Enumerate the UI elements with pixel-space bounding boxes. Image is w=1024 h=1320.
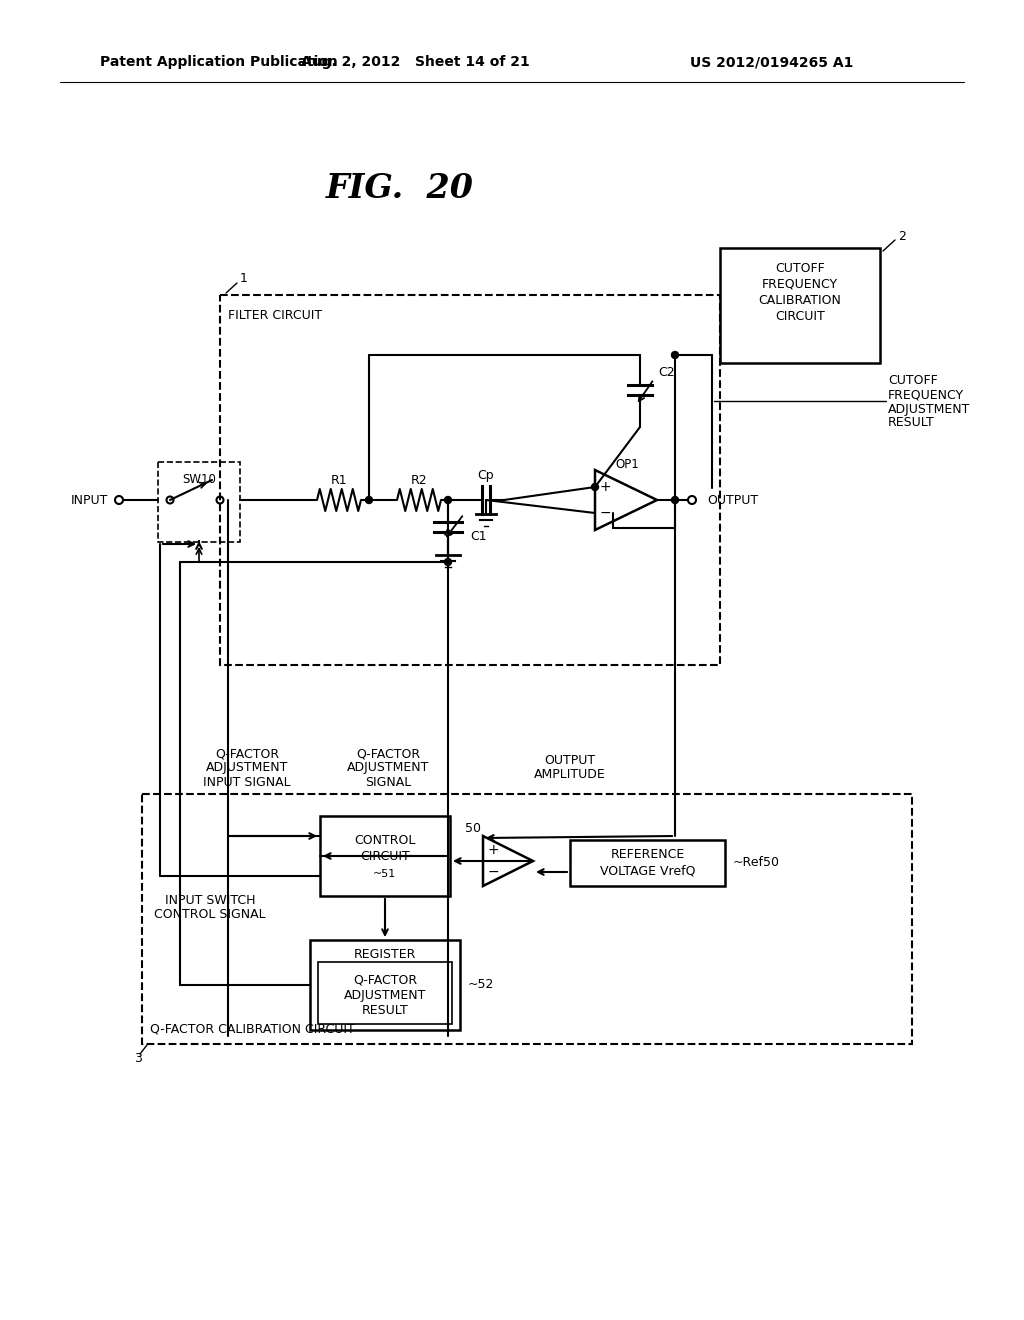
Text: US 2012/0194265 A1: US 2012/0194265 A1 (690, 55, 853, 69)
Bar (310, 940, 460, 1030)
Text: FREQUENCY: FREQUENCY (762, 277, 838, 290)
Circle shape (444, 496, 452, 503)
Text: CALIBRATION: CALIBRATION (759, 293, 842, 306)
Text: 1: 1 (240, 272, 248, 285)
Text: 2: 2 (898, 230, 906, 243)
Text: OP1: OP1 (615, 458, 639, 470)
Text: Q-FACTOR: Q-FACTOR (215, 747, 280, 760)
Text: REGISTER: REGISTER (354, 948, 416, 961)
Text: CONTROL SIGNAL: CONTROL SIGNAL (155, 908, 266, 920)
Text: CONTROL: CONTROL (354, 833, 416, 846)
Text: RESULT: RESULT (361, 1005, 409, 1018)
Text: CIRCUIT: CIRCUIT (775, 309, 825, 322)
Text: −: − (487, 865, 499, 879)
Text: Q-FACTOR CALIBRATION CIRCUIT: Q-FACTOR CALIBRATION CIRCUIT (150, 1023, 354, 1036)
Circle shape (592, 483, 598, 491)
Circle shape (444, 558, 452, 565)
Text: Patent Application Publication: Patent Application Publication (100, 55, 338, 69)
Text: CUTOFF: CUTOFF (775, 261, 825, 275)
Text: ADJUSTMENT: ADJUSTMENT (347, 762, 429, 775)
Text: FIG.  20: FIG. 20 (326, 172, 474, 205)
Bar (720, 248, 880, 363)
Bar (142, 795, 912, 1044)
Text: INPUT SWITCH: INPUT SWITCH (165, 894, 255, 907)
Circle shape (672, 351, 679, 359)
Text: FILTER CIRCUIT: FILTER CIRCUIT (228, 309, 323, 322)
Text: R1: R1 (331, 474, 347, 487)
Text: ADJUSTMENT: ADJUSTMENT (344, 990, 426, 1002)
Text: INPUT: INPUT (71, 494, 108, 507)
Text: −: − (599, 506, 610, 520)
Text: AMPLITUDE: AMPLITUDE (535, 768, 606, 781)
Text: Q-FACTOR: Q-FACTOR (356, 747, 420, 760)
Text: CIRCUIT: CIRCUIT (360, 850, 410, 862)
Text: SIGNAL: SIGNAL (365, 776, 411, 788)
Bar (570, 840, 725, 886)
Text: ADJUSTMENT: ADJUSTMENT (888, 403, 971, 416)
Bar (318, 962, 452, 1024)
Text: Aug. 2, 2012   Sheet 14 of 21: Aug. 2, 2012 Sheet 14 of 21 (301, 55, 529, 69)
Bar (319, 816, 450, 896)
Circle shape (366, 496, 373, 503)
Text: OUTPUT: OUTPUT (545, 755, 596, 767)
Text: REFERENCE: REFERENCE (610, 849, 685, 862)
Text: SW10: SW10 (182, 473, 216, 486)
Text: 3: 3 (134, 1052, 142, 1064)
Text: VOLTAGE VrefQ: VOLTAGE VrefQ (600, 865, 695, 878)
Text: C2: C2 (658, 367, 675, 380)
Bar (220, 294, 720, 665)
Text: INPUT SIGNAL: INPUT SIGNAL (203, 776, 291, 788)
Text: FREQUENCY: FREQUENCY (888, 388, 965, 401)
Text: CUTOFF: CUTOFF (888, 375, 938, 388)
Text: +: + (487, 843, 499, 857)
Text: R2: R2 (411, 474, 427, 487)
Circle shape (672, 496, 679, 503)
Bar (158, 462, 240, 543)
Text: OUTPUT: OUTPUT (707, 494, 758, 507)
Text: Q-FACTOR: Q-FACTOR (353, 974, 417, 986)
Text: ~Ref50: ~Ref50 (733, 857, 780, 870)
Text: C1: C1 (470, 529, 486, 543)
Text: 50: 50 (465, 821, 481, 834)
Text: Cp: Cp (477, 470, 495, 483)
Text: ADJUSTMENT: ADJUSTMENT (206, 762, 288, 775)
Text: ~52: ~52 (468, 978, 495, 991)
Text: RESULT: RESULT (888, 417, 935, 429)
Text: +: + (599, 480, 610, 494)
Text: ~51: ~51 (374, 869, 396, 879)
